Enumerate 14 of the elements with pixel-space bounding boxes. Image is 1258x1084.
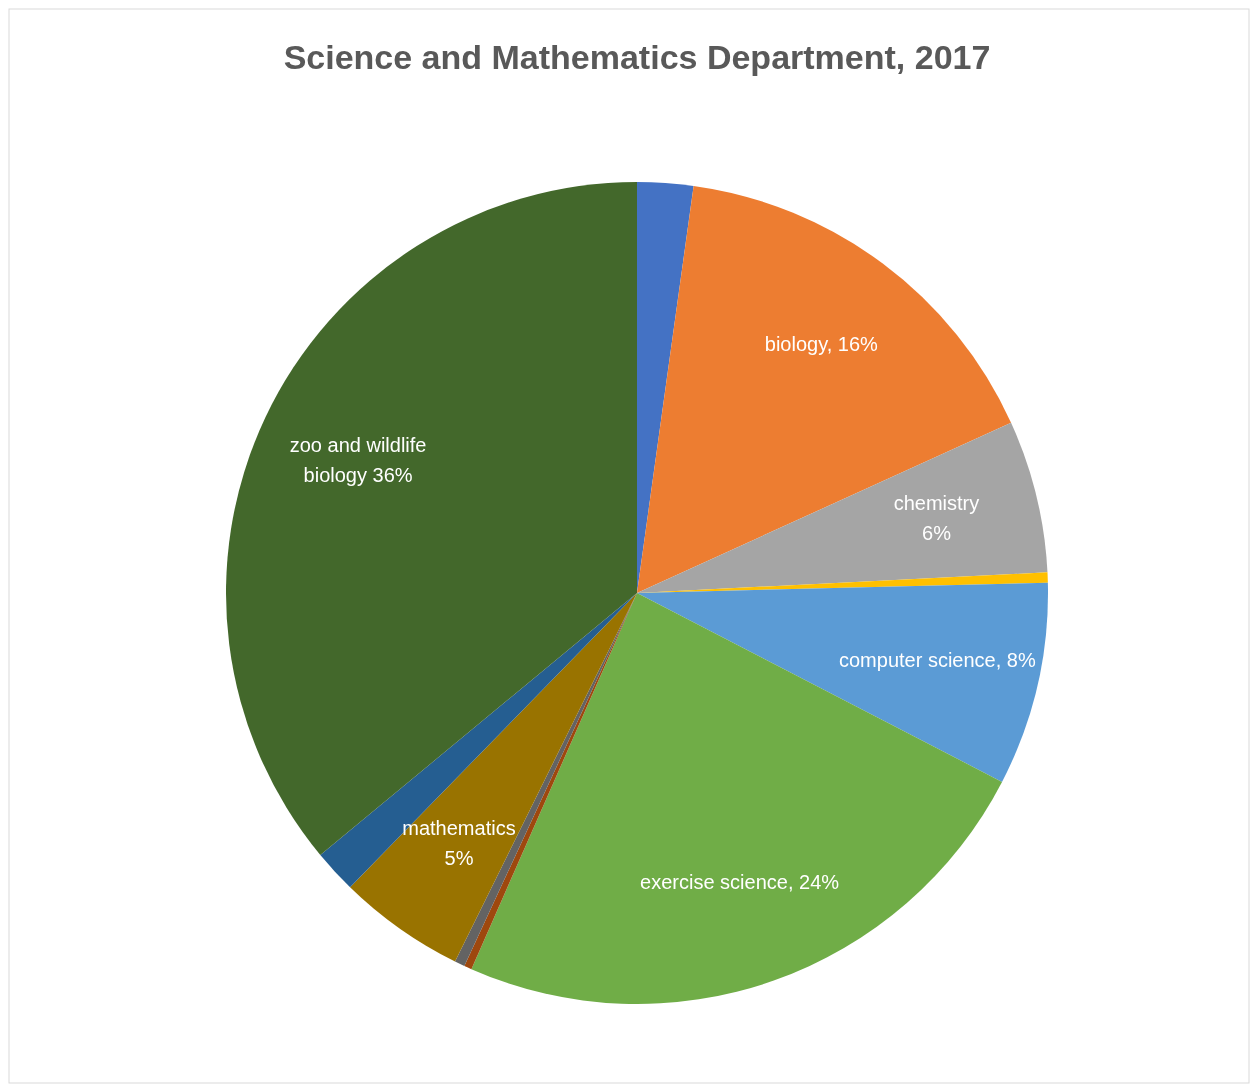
chart-title: Science and Mathematics Department, 2017 (283, 37, 991, 76)
slice-label: chemistry (893, 492, 980, 515)
slice-label: zoo and wildlife biology 36% (289, 434, 427, 487)
slice-label: biology, 16% (764, 333, 879, 356)
data-label: 6% (922, 522, 952, 545)
slice-label: computer science, 8% (839, 649, 1036, 672)
pie-slice (637, 422, 1048, 593)
data-label: 5% (444, 846, 474, 869)
pie-slice (637, 185, 1012, 593)
pie-slice (637, 582, 1048, 782)
pie-slice (350, 593, 637, 962)
slice-label: mathematics (402, 816, 516, 839)
slice-label: exercise science, 24% (640, 870, 840, 893)
pie-slice (320, 593, 637, 888)
